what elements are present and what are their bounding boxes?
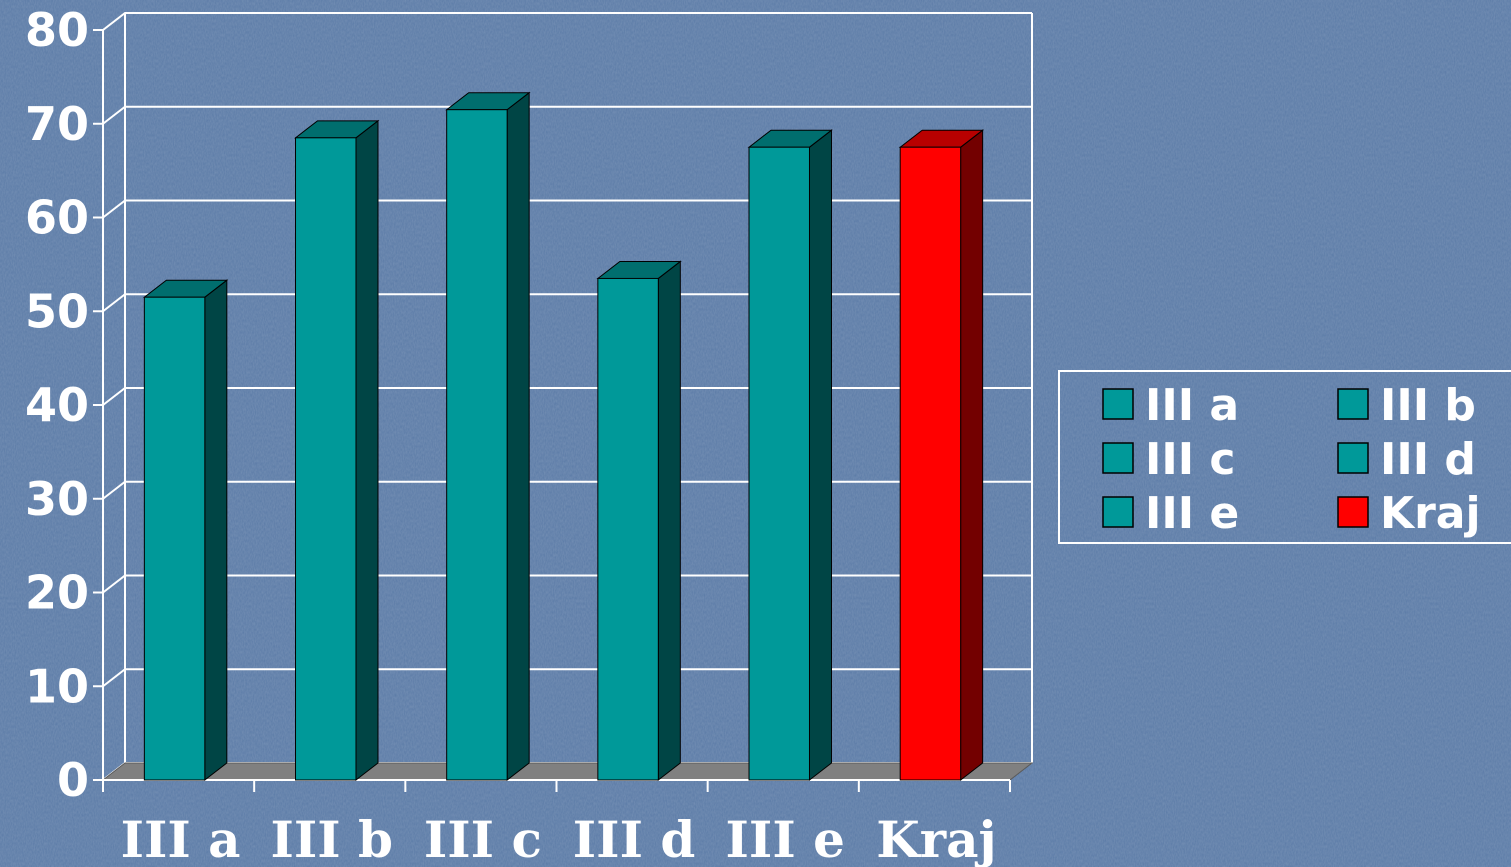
bar: [596, 260, 682, 782]
legend-entry: III c: [1102, 434, 1236, 485]
x-category-label: III d: [573, 810, 696, 867]
x-category-label: Kraj: [876, 810, 996, 867]
y-tick-label: 50: [25, 284, 89, 338]
y-tick-label: 80: [25, 3, 89, 57]
bar: [445, 91, 531, 782]
legend-entry: III a: [1102, 380, 1239, 431]
legend-label: Kraj: [1380, 488, 1481, 539]
y-tick-label: 30: [25, 472, 89, 526]
legend-swatch: [1102, 442, 1134, 474]
legend-label: III d: [1380, 434, 1476, 485]
legend-swatch: [1102, 388, 1134, 420]
legend-label: III b: [1380, 380, 1476, 431]
legend-swatch: [1102, 496, 1134, 528]
legend-label: III c: [1145, 434, 1236, 485]
chart-floor: [101, 762, 1034, 781]
legend-entry: III e: [1102, 488, 1239, 539]
bars: [142, 91, 985, 782]
bar-front: [597, 277, 659, 781]
bar-side: [960, 129, 984, 782]
legend-entry: Kraj: [1337, 488, 1481, 539]
bar: [142, 279, 229, 782]
legend-entry: III d: [1337, 434, 1476, 485]
y-tick-label: 10: [25, 659, 89, 713]
legend-label: III e: [1145, 488, 1239, 539]
gridlines: [102, 12, 1033, 781]
x-category-label: III b: [270, 810, 393, 867]
x-category-label: III c: [424, 810, 542, 867]
y-tick-label: 0: [57, 753, 89, 807]
bar-front: [748, 146, 810, 781]
floor-plane: [101, 762, 1034, 781]
legend-swatch: [1337, 388, 1369, 420]
legend: III a III b III c III d III e Kraj: [1058, 370, 1511, 544]
y-tick-label: 40: [25, 378, 89, 432]
legend-box: [1058, 370, 1511, 544]
legend-swatch: [1337, 442, 1369, 474]
bar-side: [355, 119, 379, 782]
y-tick-label: 70: [25, 97, 89, 151]
legend-entry: III b: [1337, 380, 1476, 431]
bar: [898, 129, 985, 782]
bar-side: [506, 91, 530, 782]
bar: [747, 129, 833, 782]
x-category-label: III a: [121, 810, 241, 867]
axes: [93, 29, 1011, 792]
bar: [294, 119, 380, 782]
y-tick-label: 60: [25, 191, 89, 245]
bar-side: [808, 129, 832, 782]
bar-front: [446, 109, 508, 781]
bar-side: [657, 260, 681, 782]
bar-front: [295, 137, 357, 781]
bar-front: [143, 296, 206, 781]
y-tick-label: 20: [25, 566, 89, 620]
x-category-label: III e: [726, 810, 845, 867]
legend-label: III a: [1145, 380, 1239, 431]
bar-front: [899, 146, 962, 781]
legend-swatch: [1337, 496, 1369, 528]
x-axis-category-labels: III a III b III c III d III e Kraj: [121, 810, 997, 867]
bar-side: [204, 279, 228, 782]
y-axis-tick-labels: 0 10 20 30 40 50 60 70 80: [25, 3, 89, 807]
